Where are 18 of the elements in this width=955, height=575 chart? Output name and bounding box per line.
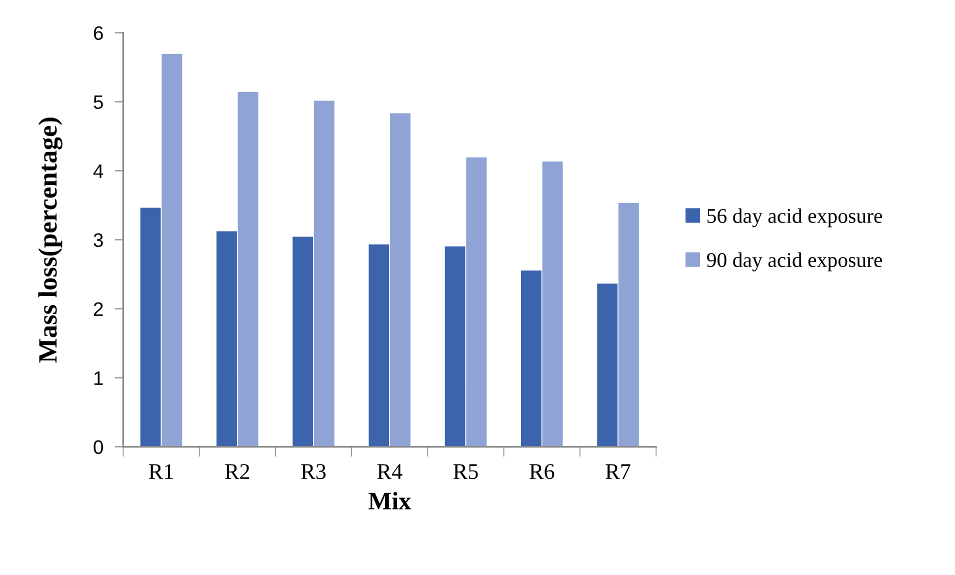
legend-label: 90 day acid exposure <box>706 252 882 272</box>
y-tick-label: 5 <box>94 95 103 110</box>
x-tick-label: R1 <box>148 464 173 479</box>
x-tick-label: R3 <box>301 464 326 480</box>
y-tick-label: 0 <box>94 440 103 454</box>
x-tick-label: R5 <box>453 464 478 480</box>
x-tick-label: R4 <box>377 464 402 479</box>
x-tick-label: R2 <box>225 464 250 479</box>
y-tick-label: 3 <box>94 233 103 248</box>
x-axis-title: Mix <box>368 492 412 510</box>
x-tick-label: R6 <box>530 464 554 480</box>
x-tick-label: R7 <box>606 464 630 479</box>
legend-label: 56 day acid exposure <box>708 208 882 228</box>
y-tick-label: 1 <box>94 371 103 385</box>
y-tick-label: 6 <box>94 26 103 40</box>
y-tick-label: 4 <box>93 164 104 178</box>
y-axis-title: Mass loss(percentage) <box>38 118 62 363</box>
y-tick-label: 2 <box>94 302 103 316</box>
